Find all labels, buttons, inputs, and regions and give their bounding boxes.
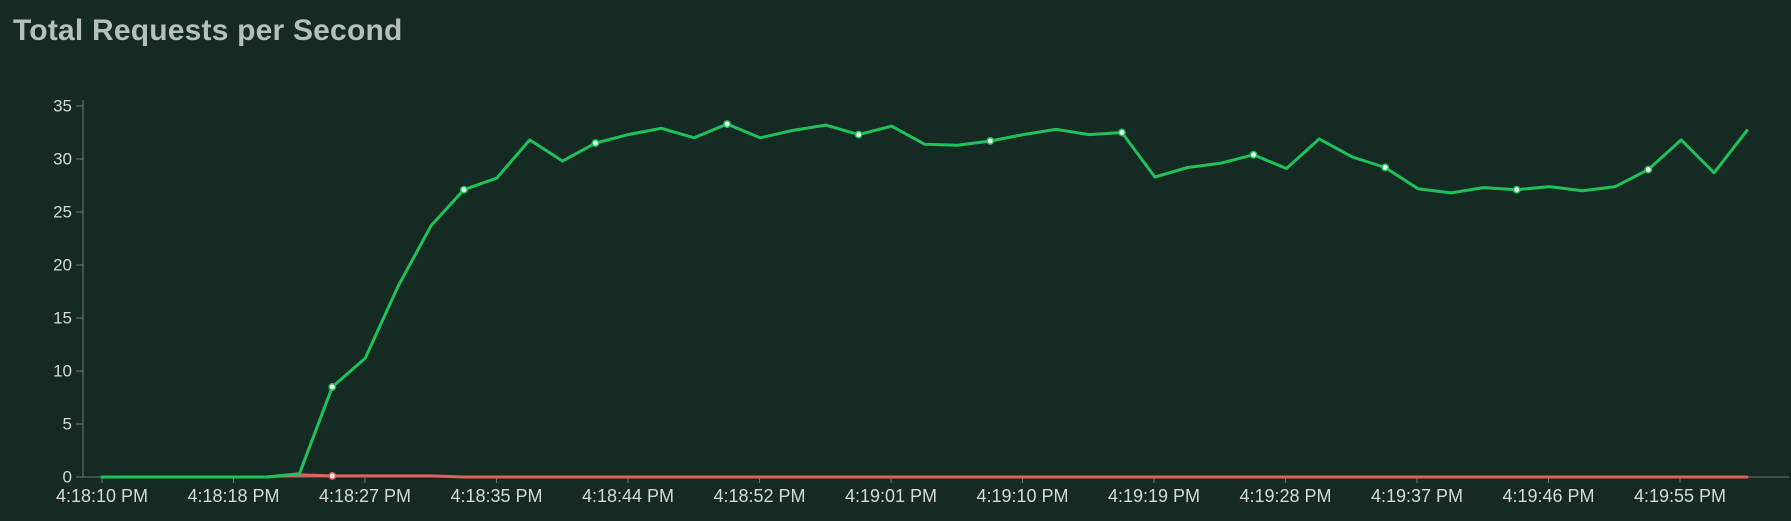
requests-data-point (591, 139, 600, 148)
requests-data-point (986, 137, 995, 145)
requests-data-point (1512, 185, 1521, 194)
y-tick-label: 5 (63, 415, 72, 434)
y-tick-label: 0 (63, 468, 72, 487)
failures-series-line (100, 473, 1749, 479)
x-tick-label: 4:19:46 PM (1502, 486, 1594, 506)
requests-series-line (100, 122, 1749, 479)
requests-data-point (1644, 165, 1653, 174)
x-tick-label: 4:19:01 PM (845, 486, 937, 506)
requests-data-point (1381, 163, 1390, 172)
failures-data-point (328, 471, 337, 480)
x-tick-label: 4:19:28 PM (1239, 486, 1331, 506)
x-tick-label: 4:18:35 PM (450, 486, 542, 506)
y-tick-label: 30 (53, 150, 72, 169)
x-tick-label: 4:19:19 PM (1108, 486, 1200, 506)
requests-data-point (328, 382, 337, 391)
requests-data-point (459, 185, 468, 194)
x-tick-label: 4:19:55 PM (1634, 486, 1726, 506)
x-tick-label: 4:19:37 PM (1371, 486, 1463, 506)
y-tick-label: 35 (53, 97, 72, 116)
requests-data-point (1117, 128, 1126, 137)
requests-data-point (723, 120, 732, 128)
x-tick-label: 4:18:18 PM (187, 486, 279, 506)
x-tick-label: 4:18:52 PM (713, 486, 805, 506)
requests-data-point (854, 130, 863, 139)
y-tick-label: 10 (53, 362, 72, 381)
y-tick-label: 15 (53, 309, 72, 328)
y-tick-label: 20 (53, 256, 72, 275)
chart-title: Total Requests per Second (13, 14, 403, 47)
requests-data-point (1249, 150, 1258, 159)
y-tick-label: 25 (53, 203, 72, 222)
x-tick-label: 4:18:44 PM (582, 486, 674, 506)
x-tick-label: 4:18:10 PM (56, 486, 148, 506)
x-tick-label: 4:18:27 PM (319, 486, 411, 506)
x-tick-label: 4:19:10 PM (976, 486, 1068, 506)
